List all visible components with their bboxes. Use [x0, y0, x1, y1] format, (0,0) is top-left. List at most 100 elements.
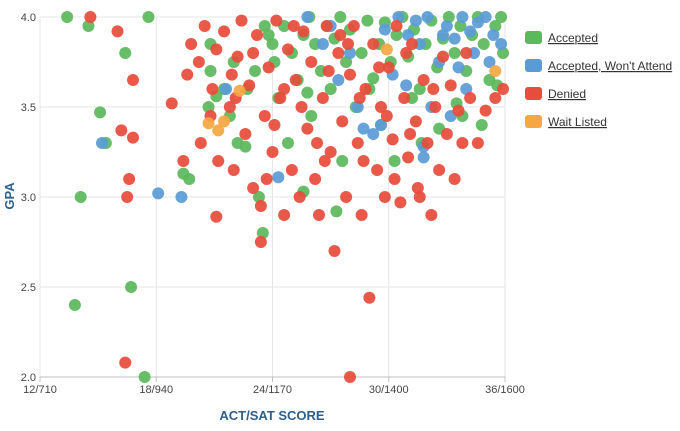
data-point	[400, 47, 413, 59]
data-point	[363, 291, 376, 304]
data-point	[266, 38, 279, 50]
data-point	[328, 245, 341, 257]
data-point	[282, 43, 294, 56]
data-point	[421, 11, 434, 23]
data-point	[390, 20, 403, 32]
data-point	[212, 155, 225, 167]
data-point	[334, 11, 347, 23]
legend-item[interactable]: Denied	[525, 87, 586, 101]
data-points	[61, 11, 510, 383]
data-point	[456, 137, 469, 149]
data-point	[289, 74, 302, 86]
data-point	[347, 20, 360, 32]
data-point	[479, 11, 492, 23]
data-point	[262, 61, 275, 74]
data-point	[380, 43, 393, 56]
data-point	[227, 164, 240, 176]
data-point	[111, 25, 124, 38]
data-point	[258, 20, 271, 32]
data-point	[121, 191, 134, 203]
data-point	[367, 38, 380, 50]
data-point	[218, 115, 231, 128]
y-tick-label: 2.5	[21, 282, 36, 294]
data-point	[344, 68, 356, 81]
data-point	[489, 65, 502, 77]
data-point	[460, 83, 473, 95]
legend-label: Denied	[548, 87, 586, 101]
data-point	[274, 92, 287, 104]
data-point	[324, 146, 337, 158]
legend: Accepted Accepted, Won't Attend Denied Wait…	[525, 31, 672, 129]
data-point	[74, 191, 87, 203]
data-point	[212, 124, 225, 137]
data-point	[388, 155, 401, 167]
legend-item[interactable]: Wait Listed	[525, 115, 607, 129]
legend-swatch	[525, 59, 542, 72]
data-point	[454, 20, 467, 32]
data-point	[320, 20, 333, 32]
data-point	[175, 191, 188, 203]
data-point	[301, 11, 314, 23]
data-point	[239, 128, 252, 140]
data-point	[282, 137, 294, 149]
data-point	[332, 47, 345, 59]
data-point	[425, 209, 438, 221]
data-point	[413, 83, 426, 95]
data-point	[400, 79, 413, 92]
data-point	[437, 50, 449, 63]
x-tick-label: 12/710	[23, 384, 57, 396]
data-point	[375, 101, 387, 113]
data-point	[440, 20, 453, 32]
data-point	[489, 92, 502, 104]
x-tick-label: 36/1600	[485, 384, 525, 396]
data-point	[61, 11, 74, 23]
data-point	[361, 14, 374, 27]
data-point	[409, 14, 422, 27]
data-point	[204, 65, 217, 77]
data-point	[464, 25, 477, 38]
data-point	[479, 104, 492, 117]
data-point	[409, 115, 422, 128]
data-point	[198, 20, 211, 32]
data-point	[305, 110, 318, 122]
data-point	[448, 32, 461, 45]
data-point	[351, 101, 364, 113]
legend-item[interactable]: Accepted, Won't Attend	[525, 59, 672, 73]
legend-item[interactable]: Accepted	[525, 31, 598, 45]
data-point	[68, 299, 81, 311]
data-point	[444, 79, 457, 92]
data-point	[477, 38, 490, 50]
data-point	[452, 104, 465, 117]
data-point	[336, 155, 349, 167]
data-point	[254, 200, 267, 212]
data-point	[278, 83, 291, 95]
data-point	[322, 65, 335, 77]
data-point	[119, 356, 132, 369]
data-point	[353, 92, 366, 104]
data-point	[202, 101, 215, 113]
data-point	[448, 173, 461, 185]
data-point	[218, 25, 231, 38]
data-point	[357, 155, 370, 167]
data-point	[351, 137, 364, 149]
data-point	[371, 164, 384, 176]
data-point	[340, 56, 353, 68]
x-tick-label: 18/940	[139, 384, 173, 396]
data-point	[413, 191, 426, 203]
data-point	[210, 210, 223, 223]
data-point	[254, 236, 267, 248]
data-point	[249, 65, 262, 77]
data-point	[483, 56, 496, 68]
data-point	[324, 83, 337, 95]
data-point	[497, 83, 510, 95]
data-point	[427, 83, 440, 95]
data-point	[497, 47, 510, 59]
legend-swatch	[525, 31, 542, 44]
data-point	[429, 101, 442, 113]
data-point	[495, 38, 508, 50]
data-point	[386, 133, 399, 146]
data-point	[402, 29, 415, 41]
data-point	[82, 20, 95, 32]
data-point	[380, 110, 393, 122]
data-point	[258, 110, 271, 122]
